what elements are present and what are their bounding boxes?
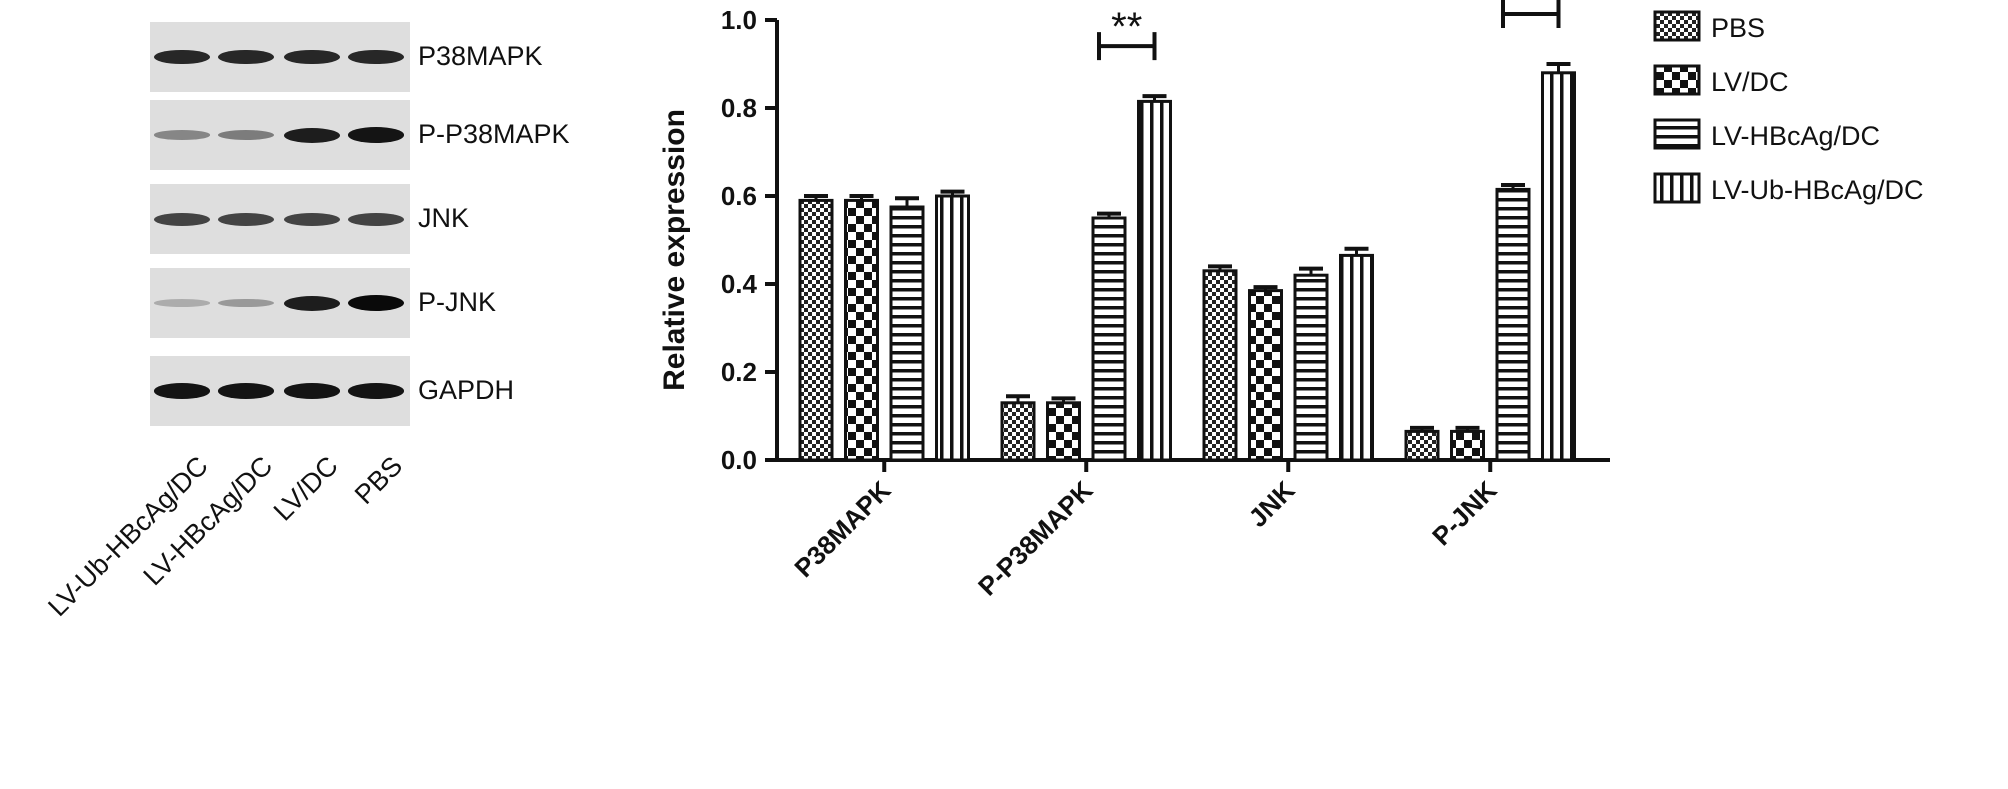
- legend-swatch: [1653, 10, 1701, 42]
- bar: [935, 194, 970, 462]
- x-tick-label: JNK: [1242, 475, 1300, 533]
- blot-band: [218, 383, 274, 399]
- bar: [889, 205, 925, 462]
- blot-row-label: P-P38MAPK: [418, 119, 570, 149]
- bar: [1091, 216, 1127, 462]
- blot-band: [284, 295, 340, 311]
- y-tick-label: 0.8: [721, 93, 757, 123]
- blot-row-label: GAPDH: [418, 375, 515, 405]
- blot-band: [218, 298, 274, 308]
- legend-swatch: [1653, 64, 1701, 96]
- y-tick-label: 0.6: [721, 181, 757, 211]
- y-tick-label: 0.4: [721, 269, 758, 299]
- blot-band: [348, 212, 404, 226]
- blot-band: [284, 383, 340, 399]
- legend-label: LV-HBcAg/DC: [1711, 121, 1880, 151]
- bar: [1404, 429, 1440, 462]
- bar: [1450, 429, 1485, 462]
- blot-band: [154, 49, 210, 65]
- significance-label: **: [1515, 0, 1546, 17]
- legend-label: PBS: [1711, 13, 1765, 43]
- bar: [1495, 187, 1531, 462]
- blot-band: [284, 127, 340, 143]
- blot-band: [154, 130, 210, 140]
- bar: [1339, 253, 1374, 462]
- y-tick-label: 0.2: [721, 357, 757, 387]
- blot-band: [154, 299, 210, 307]
- significance-label: **: [1111, 5, 1142, 49]
- y-tick-label: 0.0: [721, 445, 757, 475]
- legend-label: LV/DC: [1711, 67, 1789, 97]
- bar: [1248, 289, 1283, 462]
- y-tick-label: 1.0: [721, 5, 757, 35]
- blot-strip: [150, 100, 410, 170]
- blot-row-label: JNK: [418, 203, 470, 233]
- blot-band: [154, 212, 210, 226]
- bar: [1202, 269, 1238, 462]
- x-tick-label: P-P38MAPK: [972, 475, 1099, 602]
- legend-swatch: [1653, 118, 1701, 150]
- x-tick-label: P38MAPK: [788, 475, 896, 583]
- blot-band: [154, 383, 210, 399]
- bar: [1046, 401, 1081, 462]
- bar: [1541, 71, 1576, 462]
- western-blot-panel: P38MAPK P-P38MAPK JNK P-JNK GAPDH LV-Ub-HBcAg…: [43, 22, 570, 782]
- bar: [1137, 99, 1172, 462]
- blot-band: [348, 383, 404, 399]
- bar: [1000, 401, 1036, 462]
- blot-band: [348, 127, 404, 143]
- lane-label: PBS: [348, 450, 409, 510]
- blot-band: [348, 295, 404, 311]
- blot-strip: [150, 22, 410, 92]
- bar: [798, 198, 834, 462]
- y-axis-label: Relative expression: [658, 109, 691, 391]
- bar: [1293, 273, 1329, 462]
- blot-band: [218, 212, 274, 226]
- blot-band: [218, 130, 274, 140]
- blot-band: [348, 49, 404, 65]
- blot-row-label: P38MAPK: [418, 41, 543, 71]
- blot-row-label: P-JNK: [418, 287, 497, 317]
- legend-swatch: [1653, 172, 1701, 204]
- bar-chart: Relative expression 0.0 0.2 0.4 0.6 0.8 1.0 P3…: [658, 0, 1924, 602]
- bar: [844, 198, 879, 462]
- lane-label: LV/DC: [268, 450, 345, 527]
- blot-strip: [150, 268, 410, 338]
- blot-band: [218, 49, 274, 65]
- blot-band: [284, 212, 340, 226]
- blot-strip: [150, 184, 410, 254]
- legend-label: LV-Ub-HBcAg/DC: [1711, 175, 1924, 205]
- x-tick-label: P-JNK: [1426, 475, 1503, 552]
- blot-band: [284, 49, 340, 65]
- blot-strip: [150, 356, 410, 426]
